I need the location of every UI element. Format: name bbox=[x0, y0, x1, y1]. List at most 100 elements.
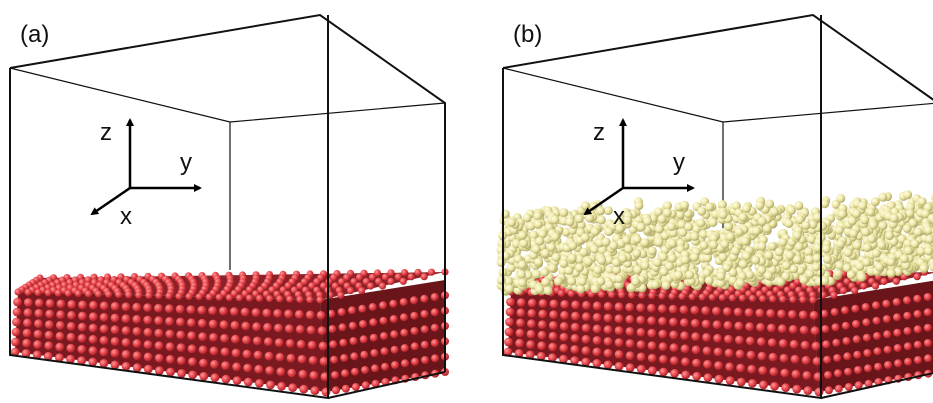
atom bbox=[256, 295, 263, 302]
atom bbox=[526, 340, 535, 349]
atom bbox=[100, 336, 109, 345]
atom bbox=[914, 325, 922, 333]
atom bbox=[295, 310, 304, 319]
atom bbox=[311, 386, 320, 395]
atom bbox=[410, 312, 418, 320]
atom bbox=[111, 337, 120, 346]
atom bbox=[198, 332, 207, 341]
molecule bbox=[838, 210, 847, 219]
atom bbox=[659, 342, 668, 351]
molecule bbox=[633, 235, 642, 244]
atom bbox=[199, 345, 208, 354]
atom bbox=[680, 305, 689, 314]
atom bbox=[166, 368, 175, 377]
molecule bbox=[655, 238, 664, 247]
atom bbox=[748, 379, 757, 388]
atom bbox=[155, 354, 164, 363]
atom bbox=[842, 322, 850, 330]
atom bbox=[799, 311, 808, 320]
atom bbox=[243, 350, 252, 359]
atom bbox=[903, 312, 911, 320]
molecule bbox=[615, 274, 624, 283]
atom bbox=[604, 349, 613, 358]
atom bbox=[329, 340, 337, 348]
atom bbox=[724, 321, 733, 330]
atom bbox=[400, 313, 408, 321]
atom bbox=[56, 332, 65, 341]
molecule bbox=[833, 269, 842, 278]
atom bbox=[242, 336, 251, 345]
atom bbox=[893, 329, 901, 337]
atom bbox=[277, 382, 286, 391]
molecule bbox=[775, 247, 784, 256]
atom bbox=[825, 386, 833, 394]
molecule bbox=[507, 218, 516, 227]
atom bbox=[528, 299, 537, 308]
atom bbox=[241, 308, 250, 317]
atom bbox=[560, 333, 569, 342]
molecule bbox=[575, 263, 584, 272]
atom bbox=[340, 354, 348, 362]
molecule bbox=[875, 263, 884, 272]
atom bbox=[254, 365, 263, 374]
atom bbox=[582, 324, 591, 333]
atom bbox=[316, 296, 323, 303]
atom bbox=[358, 287, 365, 294]
molecule bbox=[858, 201, 867, 210]
molecule bbox=[836, 194, 845, 203]
atom bbox=[24, 298, 33, 307]
atom bbox=[188, 357, 197, 366]
atom bbox=[361, 366, 369, 374]
atom bbox=[770, 382, 779, 391]
atom bbox=[810, 311, 819, 320]
atom bbox=[893, 313, 901, 321]
atom bbox=[815, 388, 824, 397]
atom bbox=[244, 378, 253, 387]
atom bbox=[800, 326, 809, 335]
atom bbox=[176, 318, 185, 327]
atom bbox=[851, 287, 858, 294]
atom bbox=[691, 332, 700, 341]
atom bbox=[144, 365, 153, 374]
molecule bbox=[738, 213, 747, 222]
atom bbox=[380, 317, 388, 325]
atom bbox=[924, 293, 932, 301]
atom bbox=[297, 340, 306, 349]
molecule bbox=[878, 193, 887, 202]
molecule bbox=[676, 210, 685, 219]
atom bbox=[358, 305, 366, 313]
axis-label-z: z bbox=[100, 119, 112, 146]
atom bbox=[758, 366, 767, 375]
molecule bbox=[726, 232, 735, 241]
molecule bbox=[535, 237, 544, 246]
atom bbox=[648, 366, 657, 375]
atom bbox=[582, 301, 591, 310]
atom bbox=[44, 341, 53, 350]
molecule bbox=[755, 201, 764, 210]
atom bbox=[177, 356, 186, 365]
atom bbox=[24, 308, 33, 317]
atom bbox=[380, 332, 388, 340]
molecule bbox=[534, 258, 543, 267]
atom bbox=[46, 299, 55, 308]
atom bbox=[560, 300, 569, 309]
atom bbox=[210, 347, 219, 356]
molecule bbox=[818, 222, 827, 231]
atom bbox=[894, 359, 902, 367]
atom bbox=[100, 313, 109, 322]
molecule bbox=[696, 219, 705, 228]
atom bbox=[318, 326, 327, 335]
atom bbox=[863, 334, 871, 342]
atom bbox=[145, 292, 152, 299]
atom bbox=[747, 365, 756, 374]
molecule bbox=[534, 220, 543, 229]
atom bbox=[411, 342, 419, 350]
atom bbox=[390, 315, 398, 323]
molecule bbox=[742, 252, 751, 261]
molecule bbox=[784, 219, 793, 228]
atom bbox=[571, 312, 580, 321]
atom bbox=[122, 326, 131, 335]
atom bbox=[13, 298, 22, 307]
atom bbox=[549, 321, 558, 330]
atom bbox=[715, 375, 724, 384]
